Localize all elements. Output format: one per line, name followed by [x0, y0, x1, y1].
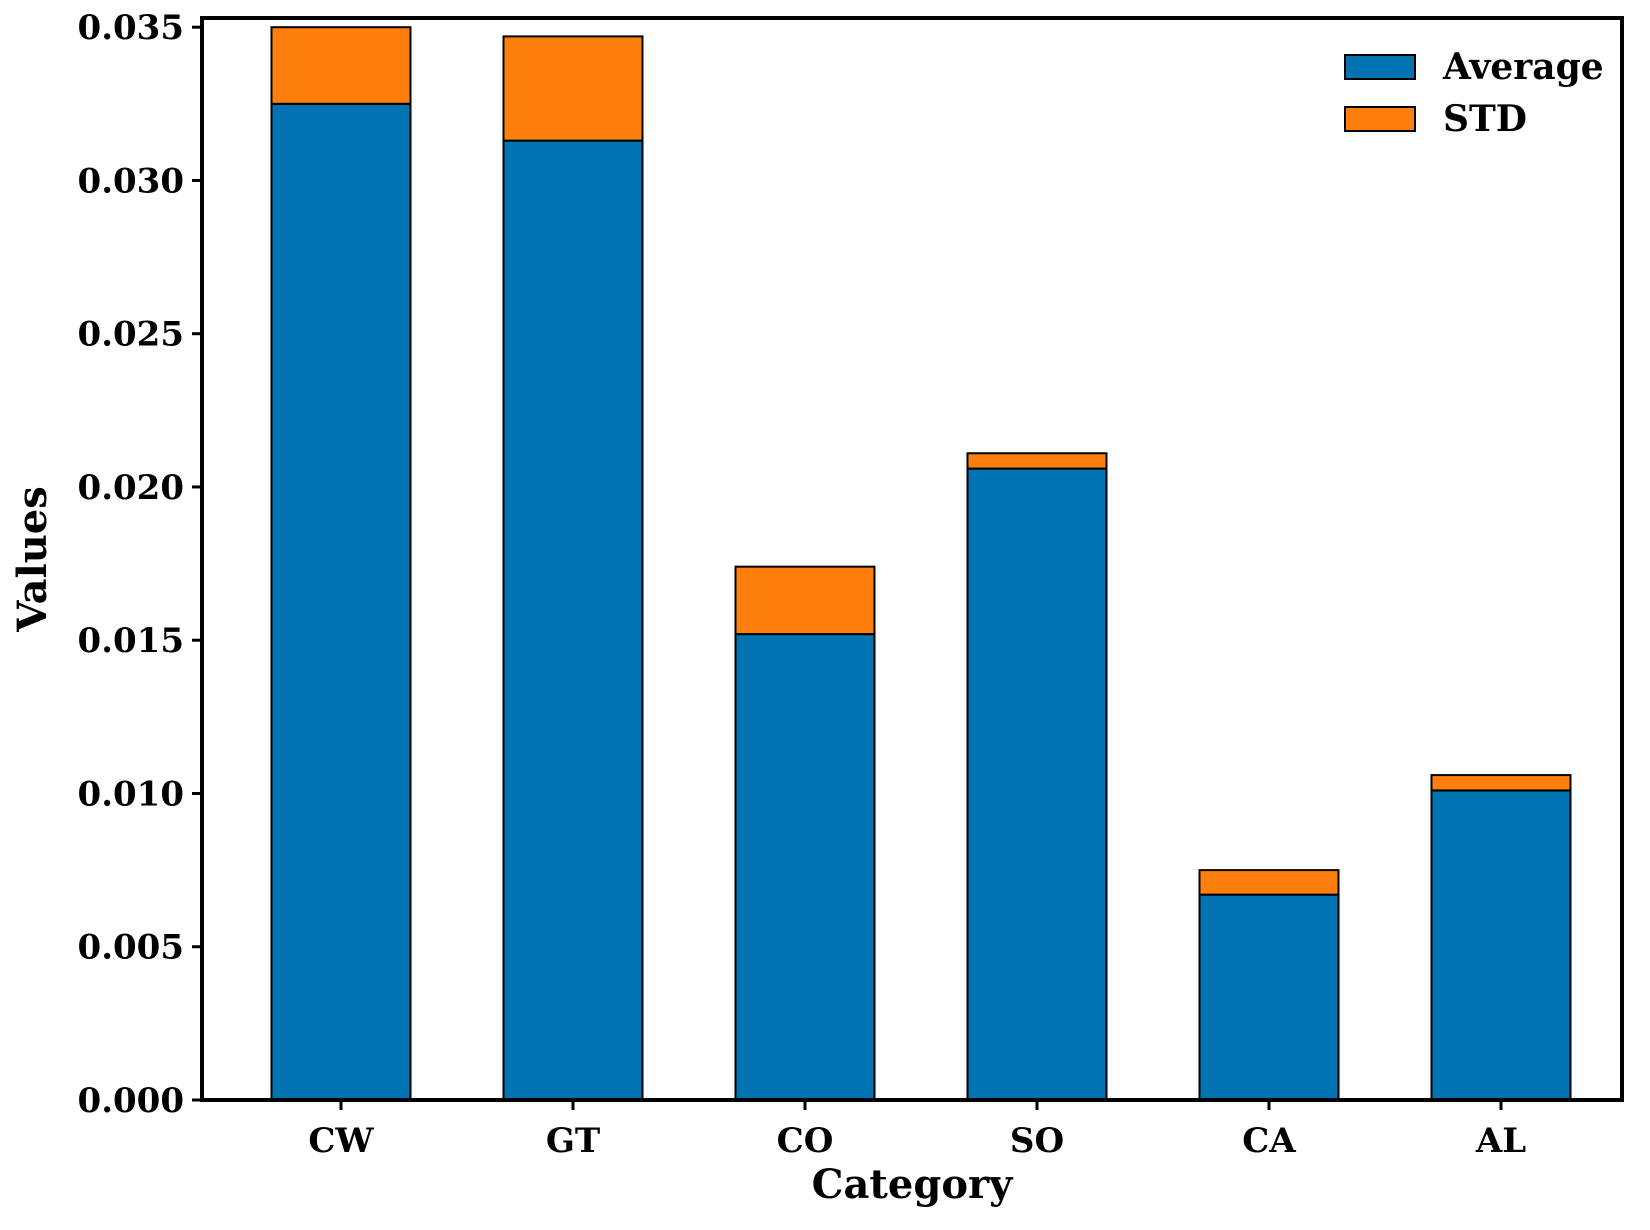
- bar-ca-average: [1198, 893, 1340, 1102]
- legend: Average STD: [1344, 46, 1604, 140]
- x-tick-label: CW: [308, 1121, 374, 1161]
- legend-swatch-average: [1344, 54, 1416, 80]
- x-axis: CW GT CO SO CA AL: [308, 1100, 1526, 1161]
- bar-so-std: [966, 452, 1108, 470]
- bar-group: [270, 26, 1572, 1102]
- bar-so-average: [966, 467, 1108, 1102]
- bar-al-average: [1430, 789, 1572, 1101]
- bar-cw-std: [270, 26, 412, 105]
- x-tick-label: CO: [777, 1121, 834, 1161]
- x-tick-label: GT: [546, 1121, 600, 1161]
- x-axis-title: Category: [812, 1161, 1014, 1208]
- legend-label-std: STD: [1443, 98, 1527, 140]
- y-tick-label: 0.020: [78, 468, 184, 508]
- bar-gt-average: [502, 139, 644, 1101]
- bar-co-average: [734, 633, 876, 1101]
- x-tick-label: CA: [1242, 1121, 1296, 1161]
- x-tick-label: SO: [1010, 1121, 1064, 1161]
- plot-frame: [200, 16, 1624, 1102]
- y-axis-title: Values: [9, 486, 56, 633]
- bar-cw-average: [270, 102, 412, 1102]
- y-tick-label: 0.005: [78, 928, 184, 968]
- legend-swatch-std: [1344, 106, 1416, 132]
- y-tick-label: 0.025: [78, 315, 184, 355]
- bar-ca-std: [1198, 869, 1340, 896]
- y-tick-label: 0.035: [78, 8, 184, 48]
- y-axis: 0.000 0.005 0.010 0.015 0.020 0.025 0.030 0.035: [78, 8, 202, 1121]
- bar-al-std: [1430, 774, 1572, 792]
- y-tick-label: 0.030: [78, 161, 184, 201]
- x-tick-label: AL: [1475, 1121, 1526, 1161]
- bar-gt-std: [502, 35, 644, 142]
- legend-label-average: Average: [1442, 46, 1604, 88]
- bar-co-std: [734, 565, 876, 636]
- y-tick-label: 0.010: [78, 774, 184, 814]
- y-tick-label: 0.000: [78, 1081, 184, 1121]
- y-tick-label: 0.015: [78, 621, 184, 661]
